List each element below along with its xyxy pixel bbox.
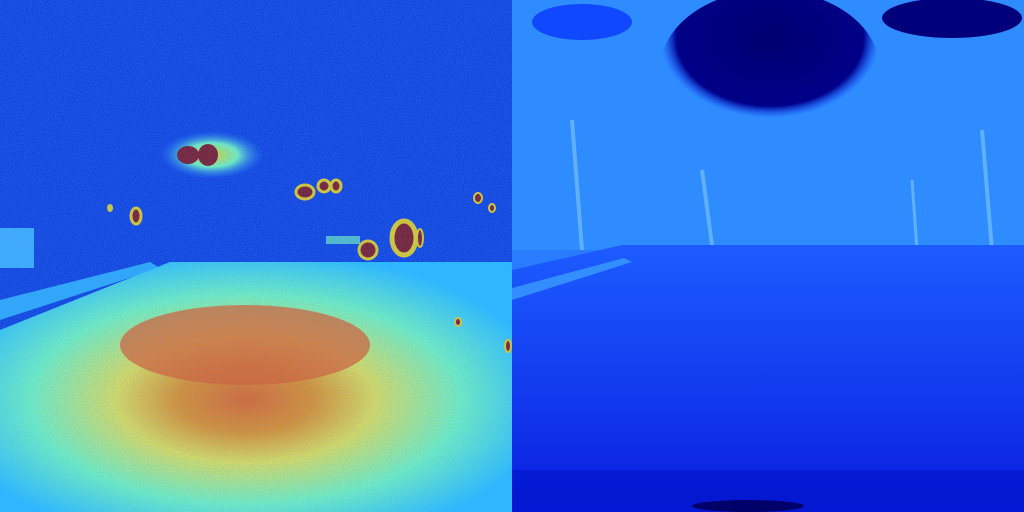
road-surface bbox=[512, 245, 1024, 512]
sky-gap bbox=[660, 0, 880, 150]
hood-edge bbox=[692, 500, 804, 512]
tree-trunk bbox=[980, 129, 994, 251]
tree-trunk bbox=[910, 179, 919, 251]
tree-trunk bbox=[570, 119, 584, 251]
tree-trunk bbox=[700, 169, 714, 246]
sensor-noise bbox=[0, 0, 512, 512]
curb-left bbox=[512, 258, 632, 300]
right-panel bbox=[512, 0, 1024, 512]
right-heatmap bbox=[512, 0, 1024, 512]
left-panel bbox=[0, 0, 512, 512]
sky-gap bbox=[882, 0, 1022, 38]
sky-gap bbox=[532, 4, 632, 40]
left-heatmap bbox=[0, 0, 512, 512]
